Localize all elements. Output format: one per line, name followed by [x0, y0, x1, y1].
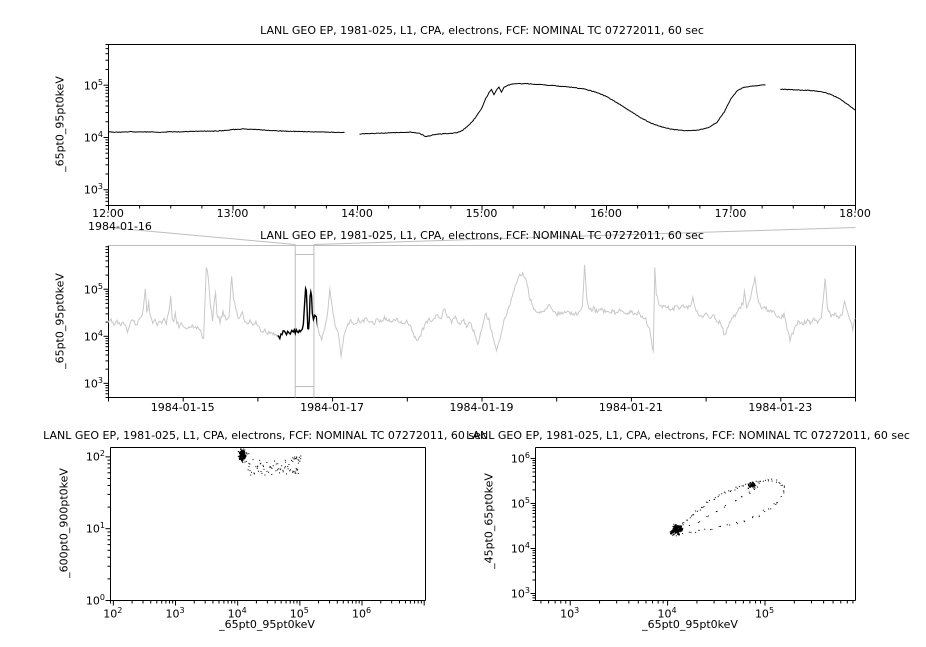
top-panel-y-axis-label: _65pt0_95pt0keV — [53, 76, 67, 172]
y-tick-label: 106 — [510, 450, 530, 466]
x-tick-label: 1984-01-19 — [449, 401, 514, 414]
x-tick-label: 18:00 — [839, 207, 871, 220]
x-tick-label: 104 — [657, 606, 677, 621]
x-tick-label: 103 — [165, 606, 185, 621]
scatter-left-plot-area[interactable] — [110, 447, 425, 600]
top-panel-plot-area[interactable] — [108, 44, 855, 205]
x-tick-label: 12:00 — [92, 207, 124, 220]
y-tick-label: 105 — [83, 281, 103, 297]
scatter-left-y-axis-label: _600pt0_900pt0keV — [57, 468, 71, 578]
x-tick-label: 105 — [754, 606, 775, 621]
x-tick-label: 106 — [351, 606, 372, 621]
scatter-right-title: LANL GEO EP, 1981-025, L1, CPA, electron… — [466, 429, 910, 442]
x-tick-label: 17:00 — [714, 207, 747, 220]
x-tick-label: 102 — [103, 606, 123, 621]
scatter-right-y-axis-label: _45pt0_65pt0keV — [482, 473, 496, 569]
y-tick-label: 105 — [83, 77, 103, 93]
scatter-left-x-axis-label: _65pt0_95pt0keV — [219, 618, 315, 631]
x-tick-label: 105 — [289, 606, 309, 621]
scatter-left-title: LANL GEO EP, 1981-025, L1, CPA, electron… — [43, 429, 487, 442]
context-panel-title: LANL GEO EP, 1981-025, L1, CPA, electron… — [260, 229, 704, 242]
y-tick-label: 104 — [83, 129, 103, 145]
x-tick-label: 104 — [227, 606, 247, 621]
y-tick-label: 104 — [510, 540, 530, 556]
y-tick-label: 103 — [510, 586, 530, 601]
top-panel-date-label: 1984-01-16 — [88, 220, 152, 233]
x-tick-label: 13:00 — [216, 207, 249, 220]
y-tick-label: 105 — [510, 495, 530, 511]
context-panel-plot-area[interactable] — [108, 245, 855, 397]
y-tick-label: 100 — [85, 593, 105, 608]
x-tick-label: 14:00 — [341, 207, 373, 220]
scatter-right-x-axis-label: _65pt0_95pt0keV — [642, 618, 738, 631]
context-panel-y-axis-label: _65pt0_95pt0keV — [53, 273, 67, 369]
y-tick-label: 103 — [83, 375, 103, 391]
scatter-right-plot-area[interactable] — [535, 447, 855, 600]
y-tick-label: 102 — [85, 449, 105, 465]
y-tick-label: 103 — [83, 182, 103, 197]
x-tick-label: 1984-01-15 — [150, 401, 215, 414]
x-tick-label: 16:00 — [590, 207, 622, 220]
y-tick-label: 101 — [85, 521, 105, 536]
x-tick-label: 1984-01-17 — [300, 401, 365, 414]
x-tick-label: 15:00 — [465, 207, 498, 220]
top-panel-title: LANL GEO EP, 1981-025, L1, CPA, electron… — [260, 24, 704, 37]
context-zoom-box[interactable] — [295, 244, 314, 397]
x-tick-label: 103 — [560, 606, 580, 621]
x-tick-label: 1984-01-21 — [598, 401, 663, 414]
y-tick-label: 104 — [83, 328, 103, 344]
x-tick-label: 1984-01-23 — [748, 401, 813, 414]
